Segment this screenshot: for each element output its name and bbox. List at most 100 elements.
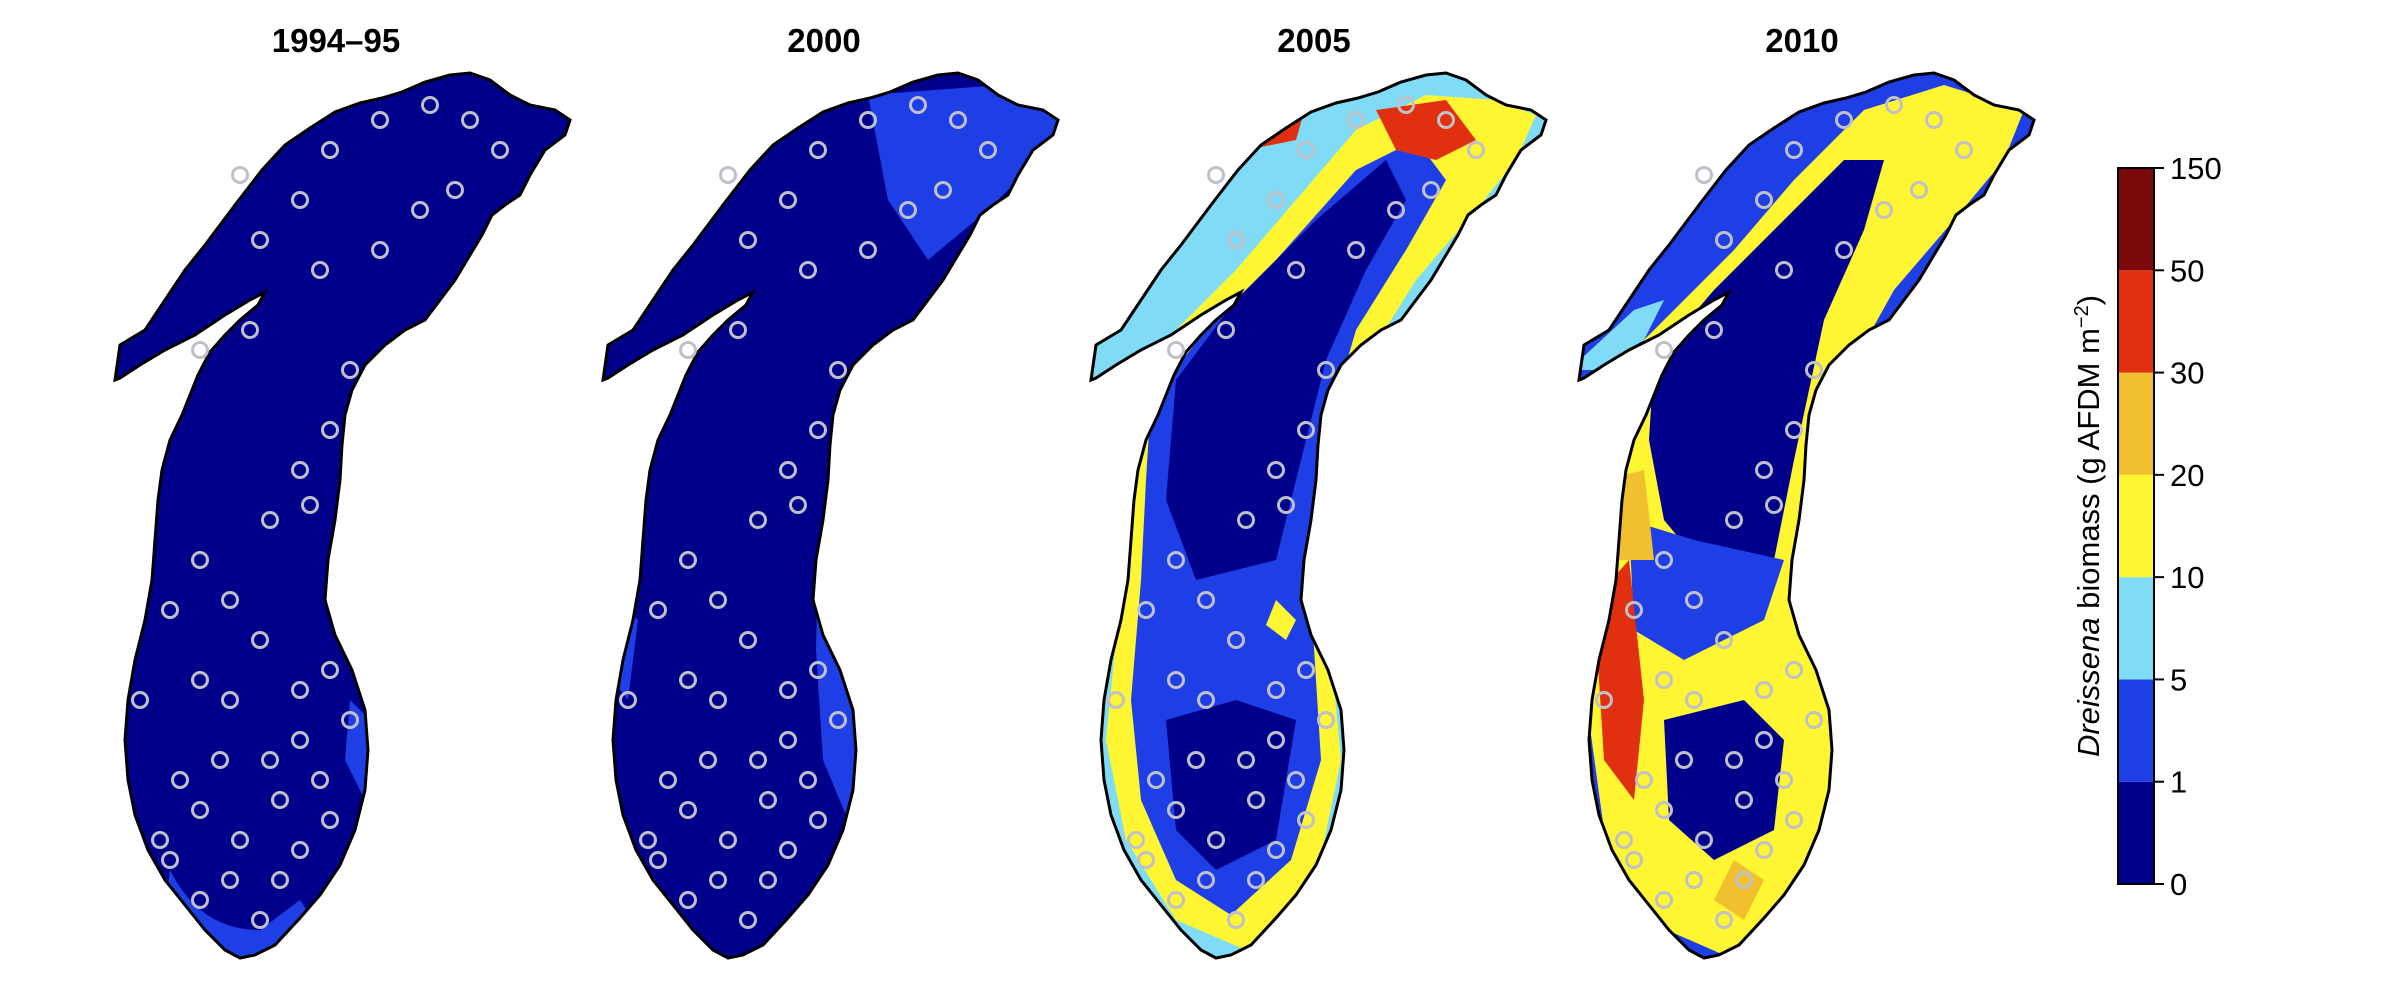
station-marker	[859, 241, 877, 259]
station-marker	[1805, 711, 1823, 729]
station-marker	[679, 801, 697, 819]
station-marker	[1835, 111, 1853, 129]
station-marker	[341, 711, 359, 729]
station-marker	[719, 166, 737, 184]
panel-title-2000: 2000	[787, 22, 861, 59]
station-marker	[1197, 591, 1215, 609]
station-marker	[639, 831, 657, 849]
station-marker	[231, 831, 249, 849]
station-marker	[1755, 461, 1773, 479]
station-marker	[271, 791, 289, 809]
station-marker	[411, 201, 429, 219]
legend-bin	[2118, 679, 2154, 782]
station-marker	[1875, 201, 1893, 219]
station-marker	[649, 851, 667, 869]
station-marker	[446, 181, 464, 199]
station-marker	[1267, 731, 1285, 749]
station-marker	[1237, 751, 1255, 769]
station-marker	[949, 111, 967, 129]
sampling-stations	[1107, 96, 1485, 929]
station-marker	[1277, 496, 1295, 514]
legend-tick-label: 20	[2170, 458, 2204, 493]
legend-bin	[2118, 781, 2154, 884]
station-marker	[809, 421, 827, 439]
station-marker	[1347, 111, 1365, 129]
station-marker	[161, 601, 179, 619]
station-marker	[729, 321, 747, 339]
legend-title: Dreissena biomass (g AFDM m−2)	[2071, 295, 2106, 757]
legend-tick-label: 50	[2170, 253, 2204, 288]
station-marker	[1725, 511, 1743, 529]
station-marker	[1297, 661, 1315, 679]
color-legend: 0 1 5 10 20 30 50 150 Dreissena biomass (g AFDM…	[2071, 151, 2222, 902]
station-marker	[739, 911, 757, 929]
station-marker	[191, 341, 209, 359]
station-marker	[461, 111, 479, 129]
station-marker	[1107, 691, 1125, 709]
station-marker	[1197, 871, 1215, 889]
station-marker	[759, 871, 777, 889]
panel-title-1994-95: 1994–95	[271, 22, 401, 59]
station-marker	[719, 831, 737, 849]
station-marker	[311, 771, 329, 789]
station-marker	[1755, 841, 1773, 859]
station-marker	[1685, 591, 1703, 609]
legend-bin	[2118, 577, 2154, 680]
station-marker	[211, 751, 229, 769]
legend-frame	[2117, 167, 2155, 885]
panel-title-2010: 2010	[1765, 22, 1839, 59]
station-marker	[1685, 691, 1703, 709]
legend-ticks: 0 1 5 10 20 30 50 150	[2154, 151, 2222, 902]
station-marker	[1785, 661, 1803, 679]
station-marker	[809, 141, 827, 159]
station-marker	[161, 851, 179, 869]
station-marker	[1885, 96, 1903, 114]
station-marker	[1595, 691, 1613, 709]
station-marker	[749, 511, 767, 529]
station-marker	[251, 231, 269, 249]
station-marker	[251, 911, 269, 929]
station-marker	[739, 631, 757, 649]
map-panel-2010	[1577, 71, 2036, 960]
station-marker	[291, 461, 309, 479]
station-marker	[1207, 166, 1225, 184]
station-marker	[261, 751, 279, 769]
station-marker	[1397, 96, 1415, 114]
station-marker	[321, 141, 339, 159]
station-marker	[909, 96, 927, 114]
legend-bin	[2118, 168, 2154, 271]
station-marker	[1227, 231, 1245, 249]
station-marker	[221, 871, 239, 889]
station-marker	[1715, 231, 1733, 249]
station-marker	[1297, 811, 1315, 829]
station-marker	[1715, 631, 1733, 649]
station-marker	[131, 691, 149, 709]
station-marker	[799, 261, 817, 279]
legend-tick-label: 30	[2170, 356, 2204, 391]
station-marker	[1735, 871, 1753, 889]
station-marker	[1785, 811, 1803, 829]
station-marker	[1137, 601, 1155, 619]
map-panel-1994-95	[113, 71, 572, 960]
station-marker	[1347, 241, 1365, 259]
station-marker	[799, 771, 817, 789]
station-marker	[1695, 166, 1713, 184]
station-marker	[829, 361, 847, 379]
station-marker	[1635, 771, 1653, 789]
station-marker	[1387, 201, 1405, 219]
legend-tick-label: 0	[2170, 867, 2187, 902]
station-marker	[1187, 751, 1205, 769]
station-marker	[1655, 551, 1673, 569]
station-marker	[1147, 771, 1165, 789]
station-marker	[1775, 261, 1793, 279]
station-marker	[221, 691, 239, 709]
station-marker	[231, 166, 249, 184]
station-marker	[1227, 911, 1245, 929]
station-marker	[709, 591, 727, 609]
station-marker	[1422, 181, 1440, 199]
station-marker	[1167, 891, 1185, 909]
station-marker	[809, 661, 827, 679]
station-marker	[1775, 771, 1793, 789]
station-marker	[679, 671, 697, 689]
station-marker	[271, 871, 289, 889]
